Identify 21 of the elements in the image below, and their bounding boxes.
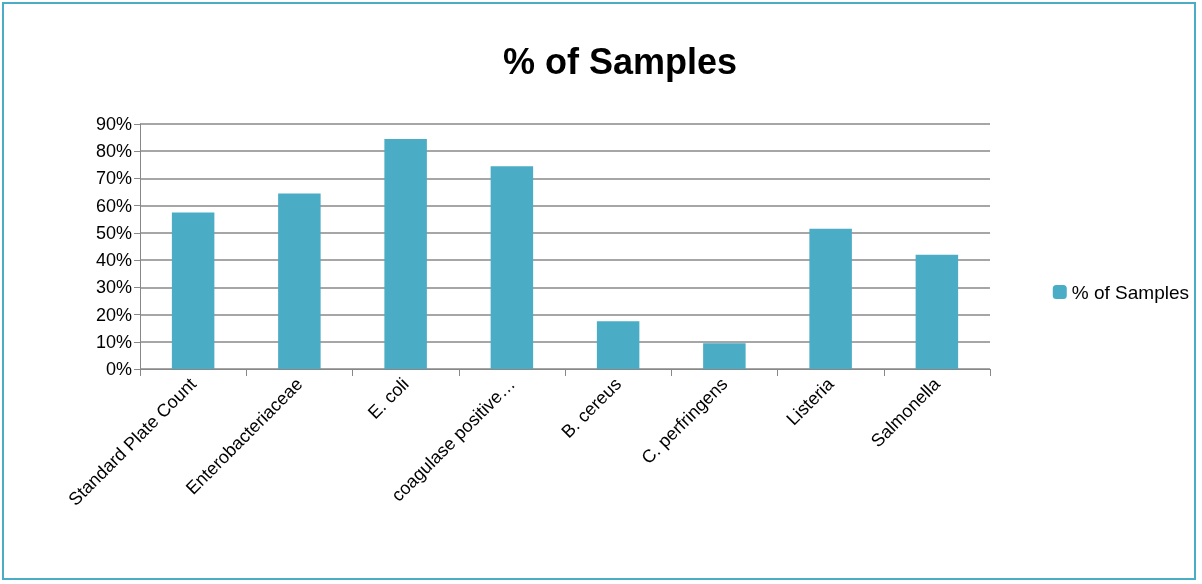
bar xyxy=(384,138,427,369)
y-tick-label: 60% xyxy=(95,195,132,216)
y-tick-label: 20% xyxy=(95,304,132,325)
x-tick-label: E. coli xyxy=(363,373,413,423)
legend-label: % of Samples xyxy=(1071,281,1190,303)
bar xyxy=(915,254,959,369)
y-tick-label: 40% xyxy=(95,250,132,271)
bar xyxy=(278,193,321,369)
y-tick-label: 30% xyxy=(95,277,132,298)
y-tick-label: 10% xyxy=(95,331,132,352)
bar xyxy=(171,212,215,369)
bar xyxy=(809,228,852,369)
y-tick-label: 0% xyxy=(105,359,132,379)
y-tick-label: 90% xyxy=(95,114,132,134)
y-tick-label: 70% xyxy=(95,168,132,189)
bar xyxy=(596,321,640,369)
y-tick-label: 50% xyxy=(95,222,132,243)
chart-title: % of Samples xyxy=(502,40,738,82)
y-tick-label: 80% xyxy=(95,141,132,162)
bar xyxy=(703,343,746,369)
bar xyxy=(490,166,534,369)
